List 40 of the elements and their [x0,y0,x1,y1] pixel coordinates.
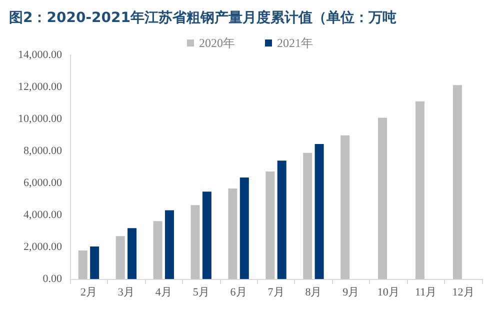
x-tick-label: 9月 [342,286,360,298]
x-tick-label: 11月 [415,286,437,298]
bar [415,101,424,279]
bar [228,188,238,279]
x-tick-label: 12月 [452,286,474,298]
y-tick-label: 4,000.00 [24,209,62,221]
y-tick-label: 8,000.00 [24,145,62,157]
x-tick-label: 5月 [192,286,210,298]
bar [190,205,200,279]
bar [378,118,388,279]
chart-title: 图2：2020-2021年江苏省粗钢产量月度累计值（单位：万吨 [9,9,396,26]
x-tick-label: 7月 [268,286,284,298]
bar [452,85,462,279]
bar [314,144,324,279]
y-tick-label: 6,000.00 [24,177,62,189]
bar [90,246,100,279]
bar [153,221,162,279]
x-tick-label: 8月 [305,286,322,298]
x-tick-label: 6月 [230,286,247,298]
bar [240,178,249,279]
x-tick-label: 4月 [155,286,172,298]
bar [116,236,125,279]
bar [266,171,275,279]
bar [340,135,350,279]
x-tick-label: 3月 [118,286,134,298]
x-tick-label: 10月 [377,286,400,298]
y-tick-label: 0.00 [42,273,62,285]
legend-label: 2021年 [277,36,313,50]
x-tick-label: 2月 [80,286,97,298]
bar [164,210,174,279]
y-tick-label: 10,000.00 [18,113,62,125]
bar [128,228,137,279]
legend-label: 2020年 [199,36,235,50]
bar [303,152,312,279]
bar [78,250,88,279]
y-tick-label: 2,000.00 [24,241,62,253]
y-tick-label: 14,000.00 [18,49,62,61]
bar [277,160,286,279]
y-tick-label: 12,000.00 [18,81,62,93]
bar [202,192,212,279]
